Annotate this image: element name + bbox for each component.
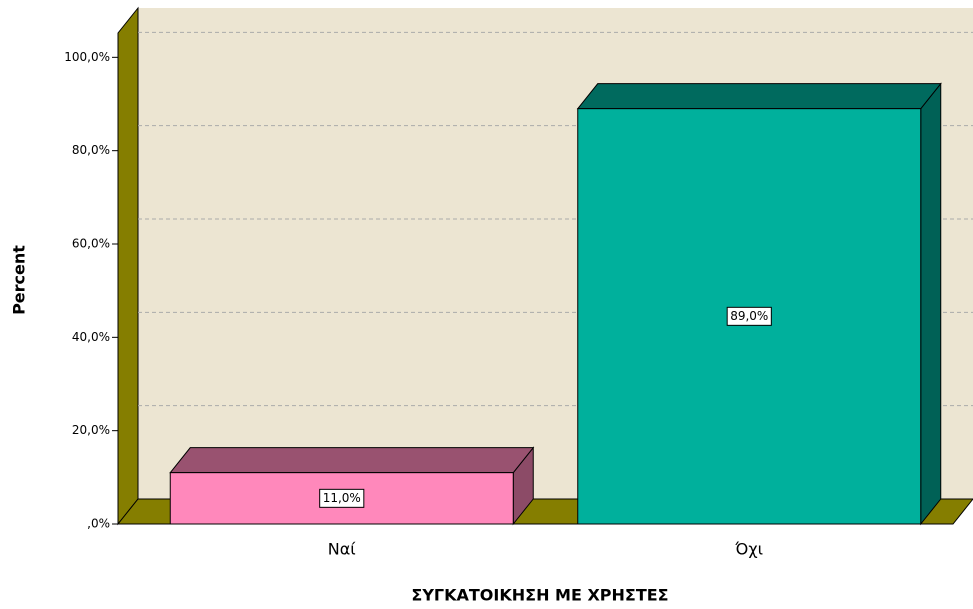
y-tick-label: 40,0% [72,330,110,344]
y-tick-label: ,0% [87,517,110,531]
left-wall [117,6,139,526]
bar-top [169,447,535,474]
bar-side [920,82,942,526]
y-axis-title: Percent [10,245,29,315]
y-tick-label: 60,0% [72,237,110,251]
y-tick-label: 20,0% [72,423,110,437]
value-label-box [726,306,772,326]
x-axis-title: ΣΥΓΚΑΤΟΙΚΗΣΗ ΜΕ ΧΡΗΣΤΕΣ [411,586,668,605]
value-label-box [319,488,365,508]
x-tick-label: Ναί [328,540,357,559]
y-tick-label: 100,0% [64,50,110,64]
y-tick-label: 80,0% [72,143,110,157]
value-label: 89,0% [730,309,768,323]
bar-top [576,83,942,110]
value-label: 11,0% [323,491,361,505]
x-tick-label: Όχι [734,540,763,559]
